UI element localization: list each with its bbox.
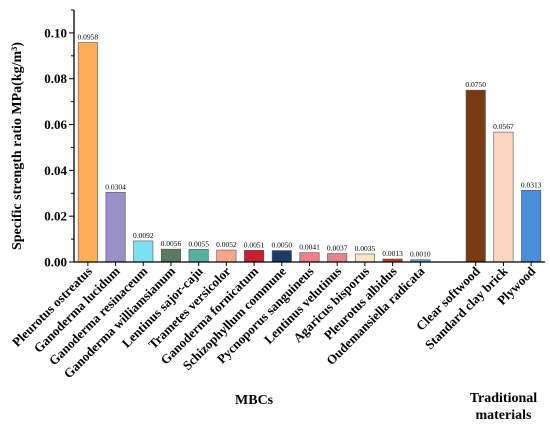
data-label-15: 0.0567	[493, 122, 514, 131]
bar-7	[271, 250, 292, 263]
group-labels-layer: MBCs Traditional materials	[235, 391, 537, 423]
data-label-3: 0.0056	[161, 239, 182, 248]
data-label-9: 0.0037	[327, 244, 348, 253]
y-tick-label-3: 0.06	[44, 117, 67, 132]
data-label-7: 0.0050	[271, 241, 292, 250]
bar-4	[188, 249, 209, 263]
y-tick-label-4: 0.08	[44, 71, 67, 86]
bar-14	[465, 89, 486, 263]
y-axis-label: Specific strength ratio MPa(kg/m³)	[10, 42, 25, 250]
data-label-8: 0.0041	[299, 243, 320, 252]
bar-8	[299, 252, 320, 263]
bar-1	[105, 192, 126, 263]
y-tick-label-2: 0.04	[44, 163, 67, 178]
data-label-10: 0.0035	[355, 244, 376, 253]
bar-5	[216, 249, 237, 263]
bars-layer	[77, 42, 542, 263]
data-label-4: 0.0055	[188, 239, 209, 248]
bar-10	[354, 253, 375, 263]
data-label-1: 0.0304	[105, 182, 126, 191]
data-label-11: 0.0013	[382, 249, 403, 258]
data-labels-layer: 0.0958 0.0304 0.0092 0.0056 0.0055 0.0052 0.00…	[78, 33, 542, 259]
data-label-14: 0.0750	[465, 80, 486, 89]
bar-9	[327, 253, 348, 263]
data-label-16: 0.0313	[521, 180, 542, 189]
data-label-5: 0.0052	[216, 240, 237, 249]
y-tick-label-0: 0.00	[44, 255, 67, 270]
bar-6	[244, 250, 265, 263]
group-label-traditional-line-0: Traditional	[470, 391, 538, 406]
group-label-mbcs: MBCs	[235, 393, 274, 408]
data-label-2: 0.0092	[133, 231, 154, 240]
data-label-0: 0.0958	[78, 33, 99, 42]
data-label-6: 0.0051	[244, 240, 265, 249]
bar-3	[160, 248, 181, 263]
data-label-12: 0.0010	[410, 250, 431, 259]
y-ticks-layer: 0.00 0.02 0.04 0.06 0.08 0.10	[44, 9, 74, 270]
bar-16	[521, 189, 542, 263]
bar-0	[77, 42, 98, 263]
y-tick-label-1: 0.02	[44, 209, 67, 224]
group-label-traditional-line-1: materials	[475, 408, 532, 423]
bar-15	[493, 131, 514, 263]
bar-2	[133, 240, 154, 263]
y-tick-label-5: 0.10	[44, 25, 67, 40]
